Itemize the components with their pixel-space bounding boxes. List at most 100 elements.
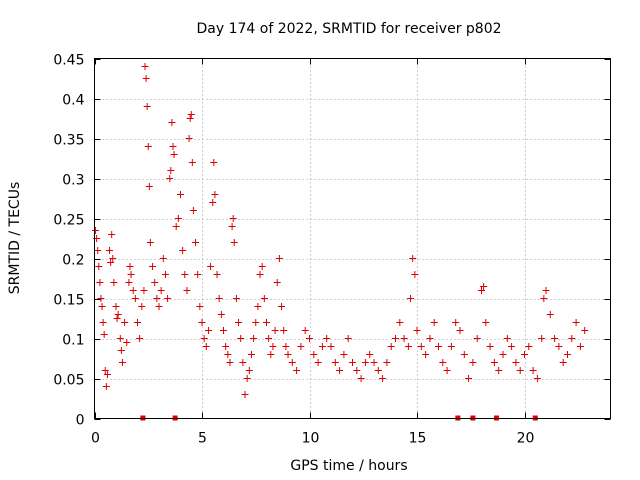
data-point <box>92 227 100 234</box>
data-point <box>126 263 134 270</box>
y-tick-label: 0.15 <box>53 293 84 309</box>
data-point <box>273 279 281 286</box>
data-point <box>486 343 494 350</box>
data-point <box>188 159 196 166</box>
data-point <box>280 327 288 334</box>
data-point <box>157 287 165 294</box>
data-point <box>263 319 270 326</box>
data-point <box>555 343 563 350</box>
data-point <box>217 311 225 318</box>
data-point <box>172 223 180 230</box>
data-point <box>435 343 442 350</box>
data-point <box>478 287 485 294</box>
data-point <box>411 271 419 278</box>
data-point <box>447 343 455 350</box>
data-point <box>456 327 464 334</box>
data-point <box>396 319 404 326</box>
data-point <box>159 255 167 262</box>
data-point <box>155 303 163 310</box>
data-point <box>288 359 296 366</box>
y-tick-labels: 0 0.05 0.1 0.15 0.2 0.25 0.3 0.35 0.4 0.45 <box>53 53 84 429</box>
data-point <box>480 283 488 290</box>
data-point <box>469 359 477 366</box>
data-point <box>241 391 249 398</box>
data-point <box>413 327 421 334</box>
y-axis-title: SRMTID / TECUs <box>7 182 23 295</box>
data-point <box>564 351 571 358</box>
data-point <box>166 175 174 182</box>
data-point <box>136 335 144 342</box>
data-point <box>101 367 109 374</box>
data-point <box>439 359 447 366</box>
data-point <box>542 287 550 294</box>
data-point <box>123 339 131 346</box>
data-point <box>379 375 387 382</box>
data-point <box>269 343 277 350</box>
data-point <box>177 191 184 198</box>
data-point <box>452 319 460 326</box>
data-point <box>250 335 258 342</box>
data-point <box>366 351 374 358</box>
data-point <box>179 247 187 254</box>
data-point <box>508 343 516 350</box>
data-point <box>169 143 177 150</box>
x-tick-label: 0 <box>91 431 100 447</box>
data-point <box>422 351 430 358</box>
data-point <box>267 351 275 358</box>
data-point <box>323 335 331 342</box>
data-point <box>409 255 417 262</box>
data-point <box>127 271 135 278</box>
data-point <box>97 295 105 302</box>
y-tick-label: 0.05 <box>53 373 84 389</box>
data-point <box>465 375 473 382</box>
data-point <box>568 335 576 342</box>
data-point <box>94 247 102 254</box>
data-point <box>95 263 103 270</box>
data-point <box>256 271 264 278</box>
data-point <box>400 335 408 342</box>
data-point <box>387 343 395 350</box>
data-point <box>224 351 232 358</box>
data-point <box>222 343 230 350</box>
data-point <box>404 343 412 350</box>
data-point <box>417 343 425 350</box>
data-point <box>215 295 223 302</box>
data-point <box>460 351 468 358</box>
data-point <box>110 279 118 286</box>
y-tick-label: 0.25 <box>53 213 84 229</box>
data-point <box>533 375 541 382</box>
data-point <box>443 367 451 374</box>
data-point <box>226 359 234 366</box>
data-point <box>183 287 191 294</box>
data-point <box>243 375 251 382</box>
chart-title: Day 174 of 2022, SRMTID for receiver p80… <box>196 21 501 37</box>
data-point <box>559 359 567 366</box>
data-point <box>174 215 182 222</box>
data-point <box>103 371 111 378</box>
x-tick-label: 10 <box>302 431 320 447</box>
data-point <box>581 327 589 334</box>
data-point <box>495 367 503 374</box>
data-point <box>301 327 309 334</box>
data-point <box>200 335 208 342</box>
data-point <box>340 351 348 358</box>
data-point <box>503 335 511 342</box>
data-point <box>144 143 152 150</box>
data-point <box>572 319 580 326</box>
data-point <box>275 255 283 262</box>
data-point <box>161 271 169 278</box>
data-point <box>198 319 206 326</box>
data-point <box>107 259 115 266</box>
data-point <box>278 303 286 310</box>
data-point <box>310 351 318 358</box>
y-tick-label: 0.4 <box>62 93 84 109</box>
data-point <box>100 331 108 338</box>
data-point <box>143 103 151 110</box>
data-point <box>170 151 178 158</box>
data-point <box>327 343 335 350</box>
y-tick-label: 0 <box>76 413 85 429</box>
data-point <box>131 295 139 302</box>
data-point <box>426 335 434 342</box>
data-point <box>265 335 273 342</box>
